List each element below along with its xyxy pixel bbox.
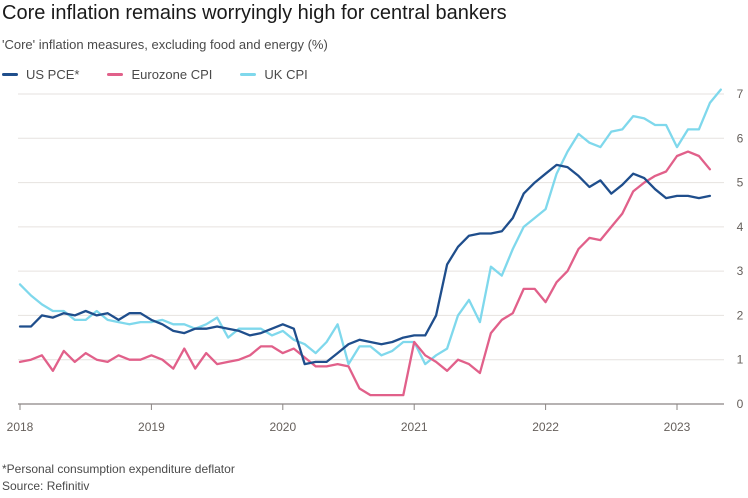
y-tick-label: 2 (737, 308, 744, 322)
footnote: *Personal consumption expenditure deflat… (2, 462, 235, 476)
series-line-us-pce (18, 163, 712, 366)
gridlines (18, 93, 724, 405)
legend-label-uk-cpi: UK CPI (264, 67, 308, 82)
legend-swatch-us-pce (2, 73, 18, 76)
x-tick-label: 2019 (138, 420, 165, 434)
chart-legend: US PCE* Eurozone CPI UK CPI (2, 67, 336, 82)
x-tick-label: 2018 (7, 420, 34, 434)
x-tick-label: 2022 (532, 420, 559, 434)
legend-swatch-uk-cpi (240, 73, 257, 76)
y-tick-label: 4 (737, 220, 744, 234)
x-tick-label: 2020 (269, 420, 296, 434)
y-tick-label: 5 (737, 176, 744, 190)
legend-swatch-eurozone-cpi (107, 73, 124, 76)
x-tick-label: 2023 (664, 420, 691, 434)
series-line-uk-cpi (18, 88, 722, 366)
chart-title: Core inflation remains worryingly high f… (2, 2, 507, 24)
y-tick-label: 0 (737, 397, 744, 411)
y-tick-label: 3 (737, 264, 744, 278)
legend-item-us-pce: US PCE* (2, 67, 79, 82)
legend-item-eurozone-cpi: Eurozone CPI (107, 67, 212, 82)
chart-subtitle: 'Core' inflation measures, excluding foo… (2, 37, 328, 52)
legend-label-us-pce: US PCE* (26, 67, 80, 82)
source-note: Source: Refinitiv (2, 479, 90, 493)
axes: 0 1 2 3 4 5 6 7 2018 2019 2020 2021 2022 2023 (7, 87, 744, 434)
legend-item-uk-cpi: UK CPI (240, 67, 308, 82)
series-lines (18, 88, 722, 397)
legend-label-eurozone-cpi: Eurozone CPI (131, 67, 213, 82)
series-line-eurozone-cpi (18, 150, 712, 397)
y-tick-label: 1 (737, 353, 744, 367)
y-tick-label: 7 (737, 87, 744, 101)
x-tick-label: 2021 (401, 420, 428, 434)
y-tick-label: 6 (737, 131, 744, 145)
